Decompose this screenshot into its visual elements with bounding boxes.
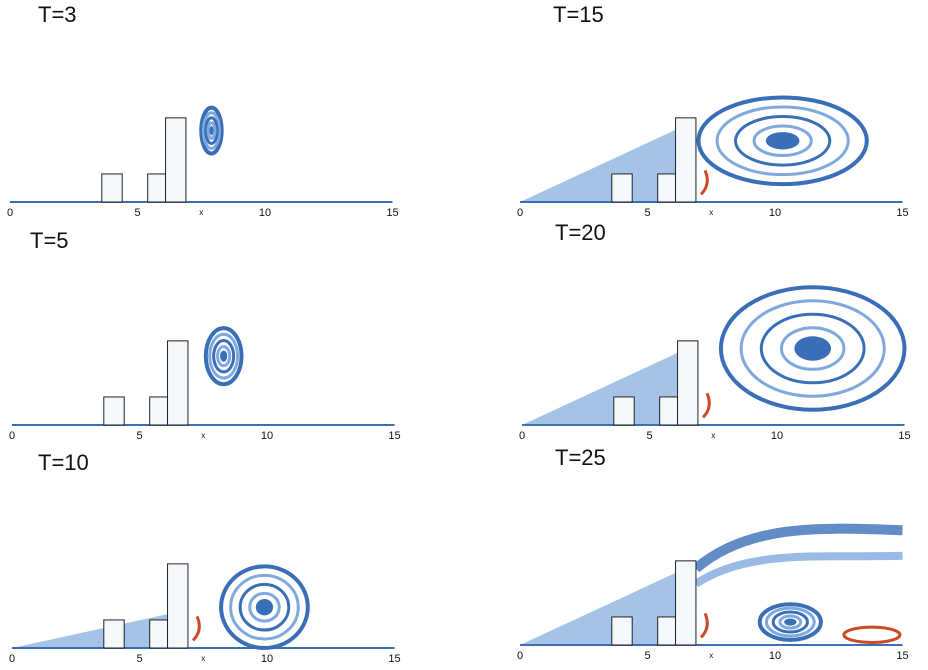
x-tick-label: 5 — [136, 430, 142, 442]
x-axis-label: x — [201, 431, 205, 440]
panel: T=3 0 5 10 15 x — [7, 2, 399, 219]
x-tick-label: 10 — [769, 650, 781, 662]
obstacle — [658, 174, 676, 202]
x-axis-label: x — [711, 431, 715, 440]
obstacle — [166, 118, 186, 202]
vortex-core — [209, 126, 213, 135]
panel-title: T=15 — [553, 2, 604, 27]
x-tick-label: 10 — [261, 430, 273, 442]
x-tick-label: 15 — [896, 650, 908, 662]
x-tick-label: 0 — [519, 430, 525, 442]
panel: T=25 0 5 10 15 x — [517, 445, 909, 662]
plume — [696, 556, 903, 584]
panel: T=5 0 5 10 15 x — [9, 228, 401, 442]
x-tick-label: 15 — [896, 207, 908, 219]
obstacle — [614, 397, 634, 425]
plume — [696, 529, 903, 569]
eddy — [844, 627, 900, 642]
obstacle — [148, 174, 166, 202]
panel-title: T=25 — [555, 445, 606, 470]
eddy — [193, 616, 199, 640]
panel: T=10 0 5 10 15 x — [9, 450, 401, 665]
x-tick-label: 0 — [9, 430, 15, 442]
panel-title: T=3 — [38, 2, 77, 27]
obstacle — [168, 341, 188, 425]
obstacle — [676, 118, 696, 202]
x-axis-label: x — [709, 651, 713, 660]
vortex-core — [794, 336, 831, 360]
x-tick-label: 5 — [644, 650, 650, 662]
x-tick-label: 15 — [388, 430, 400, 442]
x-tick-label: 0 — [7, 207, 13, 219]
x-tick-label: 15 — [388, 653, 400, 665]
x-tick-label: 5 — [644, 207, 650, 219]
panel-title: T=20 — [555, 220, 606, 245]
panel: T=20 0 5 10 15 x — [519, 220, 911, 442]
obstacle — [102, 174, 122, 202]
x-tick-label: 10 — [769, 207, 781, 219]
obstacle — [660, 397, 678, 425]
x-tick-label: 5 — [134, 207, 140, 219]
x-tick-label: 0 — [517, 207, 523, 219]
eddy — [703, 393, 709, 417]
obstacle — [150, 620, 168, 648]
x-tick-label: 5 — [136, 653, 142, 665]
vortex-core — [256, 599, 273, 615]
obstacle — [658, 617, 676, 645]
obstacle — [168, 564, 188, 648]
obstacle — [612, 617, 632, 645]
x-axis-label: x — [201, 654, 205, 663]
x-tick-label: 10 — [261, 653, 273, 665]
eddy — [701, 613, 707, 637]
obstacle — [676, 561, 696, 645]
obstacle — [104, 620, 124, 648]
vortex-core — [220, 351, 227, 362]
panel-title: T=5 — [30, 228, 69, 253]
panel: T=15 0 5 10 15 x — [517, 2, 909, 219]
x-tick-label: 15 — [898, 430, 910, 442]
eddy — [701, 170, 707, 194]
x-tick-label: 0 — [517, 650, 523, 662]
x-tick-label: 15 — [386, 207, 398, 219]
x-tick-label: 5 — [646, 430, 652, 442]
x-axis-label: x — [199, 208, 203, 217]
x-tick-label: 0 — [9, 653, 15, 665]
obstacle — [150, 397, 168, 425]
x-tick-label: 10 — [259, 207, 271, 219]
obstacle — [612, 174, 632, 202]
obstacle — [678, 341, 698, 425]
obstacle — [104, 397, 124, 425]
x-tick-label: 10 — [771, 430, 783, 442]
x-axis-label: x — [709, 208, 713, 217]
figure: T=3 0 5 10 15 x T=15 0 5 10 15 x T=5 0 5 10 15 x T=20 0 5 10 1… — [0, 0, 928, 670]
vortex-core — [784, 618, 796, 625]
panel-title: T=10 — [38, 450, 89, 475]
vortex-core — [766, 132, 800, 149]
